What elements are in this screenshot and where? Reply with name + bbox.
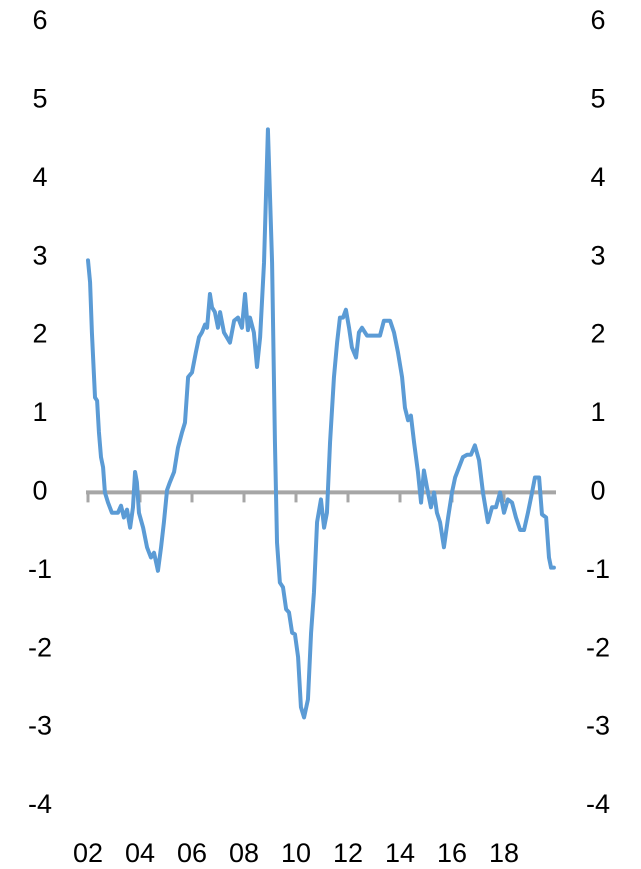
- x-tick-label: 08: [229, 838, 259, 868]
- line-series: [86, 127, 556, 720]
- y-tick-label: 5: [32, 84, 47, 114]
- y-tick-label: 2: [32, 319, 47, 349]
- y-tick-label: 1: [32, 397, 47, 427]
- y-tick-label: -1: [28, 554, 52, 584]
- y-tick-label: -3: [28, 711, 52, 741]
- y2-tick-label: 0: [590, 476, 605, 506]
- y-tick-label: -4: [28, 789, 52, 819]
- y2-tick-label: 4: [590, 162, 605, 192]
- y-tick-label: 6: [32, 5, 47, 35]
- x-tick-label: 10: [281, 838, 311, 868]
- y2-tick-label: 2: [590, 319, 605, 349]
- y2-tick-label: -4: [586, 789, 610, 819]
- x-tick-label: 16: [437, 838, 467, 868]
- y-tick-label: 4: [32, 162, 47, 192]
- x-tick-label: 14: [385, 838, 415, 868]
- y2-tick-label: 3: [590, 240, 605, 270]
- y2-tick-label: -1: [586, 554, 610, 584]
- y2-tick-label: -3: [586, 711, 610, 741]
- x-tick-label: 12: [333, 838, 363, 868]
- x-tick-label: 18: [489, 838, 519, 868]
- y-tick-label: 0: [32, 476, 47, 506]
- y2-tick-label: 6: [590, 5, 605, 35]
- y2-tick-label: -2: [586, 632, 610, 662]
- y-tick-label: 3: [32, 240, 47, 270]
- y2-tick-label: 5: [590, 84, 605, 114]
- x-tick-label: 02: [73, 838, 103, 868]
- x-tick-label: 06: [177, 838, 207, 868]
- y2-tick-label: 1: [590, 397, 605, 427]
- y-tick-label: -2: [28, 632, 52, 662]
- x-tick-label: 04: [125, 838, 155, 868]
